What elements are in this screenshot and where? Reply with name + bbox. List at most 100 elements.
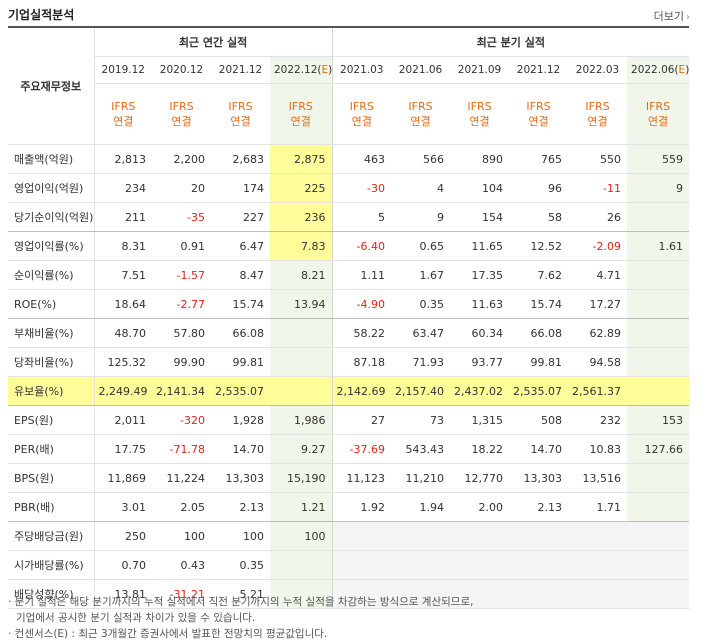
value-cell: [627, 289, 690, 319]
table-row: 당좌비율(%) 125.32 99.90 99.81 87.18 71.93 93.77 99…: [8, 347, 690, 377]
value-cell: 227: [211, 202, 270, 232]
basis-scope: 연결: [290, 115, 311, 128]
accounting-basis: IFRS 연결: [509, 83, 569, 145]
value-cell: 508: [509, 405, 569, 435]
more-link[interactable]: 더보기 ›: [654, 8, 690, 24]
more-label: 더보기: [653, 10, 684, 23]
value-cell: 11,123: [332, 463, 392, 493]
value-cell: [332, 521, 392, 551]
value-cell: 66.08: [509, 318, 569, 348]
value-cell: 0.70: [94, 550, 152, 580]
period-header: 2021.03: [332, 56, 392, 84]
value-cell: 20: [152, 173, 211, 203]
value-cell: 14.70: [211, 434, 270, 464]
value-cell: -4.90: [332, 289, 392, 319]
footnote-3: · 컨센서스(E) : 최근 3개월간 증권사에서 발표한 전망치의 평균값입니…: [8, 628, 328, 640]
value-cell: 2,200: [152, 144, 211, 174]
financial-table: 주요재무정보 최근 연간 실적 최근 분기 실적 2019.12 2020.12 2…: [8, 26, 690, 609]
value-cell: 7.83: [270, 231, 333, 261]
value-cell: 99.81: [509, 347, 569, 377]
value-cell: 2,535.07: [211, 376, 270, 406]
row-label: EPS(원): [8, 405, 95, 435]
value-cell: 4.71: [568, 260, 628, 290]
value-cell: 1.92: [332, 492, 392, 522]
value-cell: 104: [450, 173, 510, 203]
value-cell: 8.21: [270, 260, 333, 290]
value-cell: [509, 521, 569, 551]
row-label: 주당배당금(원): [8, 521, 95, 551]
row-label: 시가배당률(%): [8, 550, 95, 580]
basis-scope: 연결: [587, 115, 608, 128]
value-cell: [270, 579, 333, 609]
value-cell: 250: [94, 521, 152, 551]
value-cell: 2.00: [450, 492, 510, 522]
table-row: EPS(원) 2,011 -320 1,928 1,986 27 73 1,315 508 232…: [8, 405, 690, 435]
basis-scope: 연결: [113, 115, 134, 128]
value-cell: 2,142.69: [332, 376, 392, 406]
basis-scope: 연결: [230, 115, 251, 128]
value-cell: [270, 376, 333, 406]
value-cell: [391, 579, 451, 609]
value-cell: 15.74: [509, 289, 569, 319]
value-cell: [270, 550, 333, 580]
value-cell: 94.58: [568, 347, 628, 377]
value-cell: 11.65: [450, 231, 510, 261]
value-cell: 14.70: [509, 434, 569, 464]
value-cell: -71.78: [152, 434, 211, 464]
value-cell: -320: [152, 405, 211, 435]
row-label: ROE(%): [8, 289, 95, 319]
table-row: 매출액(억원) 2,813 2,200 2,683 2,875 463 566 890 765 5…: [8, 144, 690, 174]
value-cell: 99.81: [211, 347, 270, 377]
row-label: BPS(원): [8, 463, 95, 493]
value-cell: 2,157.40: [391, 376, 451, 406]
value-cell: 18.22: [450, 434, 510, 464]
value-cell: 5: [332, 202, 392, 232]
value-cell: 5.21: [211, 579, 270, 609]
value-cell: 559: [627, 144, 690, 174]
row-label: 영업이익(억원): [8, 173, 95, 203]
value-cell: 93.77: [450, 347, 510, 377]
value-cell: 1,315: [450, 405, 510, 435]
accounting-basis: IFRS 연결: [270, 83, 333, 145]
value-cell: 550: [568, 144, 628, 174]
period-header-estimate: 2022.12(E): [270, 56, 333, 84]
row-label: PBR(배): [8, 492, 95, 522]
value-cell: 15,190: [270, 463, 333, 493]
value-cell: 57.80: [152, 318, 211, 348]
basis-standard: IFRS: [585, 100, 610, 113]
value-cell: 2,437.02: [450, 376, 510, 406]
basis-standard: IFRS: [526, 100, 551, 113]
basis-standard: IFRS: [288, 100, 313, 113]
value-cell: [332, 550, 392, 580]
value-cell: 60.34: [450, 318, 510, 348]
value-cell: 2.05: [152, 492, 211, 522]
value-cell: 13.81: [94, 579, 152, 609]
value-cell: 1.71: [568, 492, 628, 522]
basis-standard: IFRS: [228, 100, 253, 113]
value-cell: 1.94: [391, 492, 451, 522]
value-cell: -11: [568, 173, 628, 203]
value-cell: 13,303: [509, 463, 569, 493]
value-cell: 66.08: [211, 318, 270, 348]
accounting-basis: IFRS 연결: [391, 83, 451, 145]
basis-scope: 연결: [171, 115, 192, 128]
value-cell: 0.65: [391, 231, 451, 261]
annual-group-header: 최근 연간 실적: [94, 26, 333, 57]
table-row: 영업이익(억원) 234 20 174 225 -30 4 104 96 -11 9: [8, 173, 690, 203]
value-cell: 63.47: [391, 318, 451, 348]
table-row: PER(배) 17.75 -71.78 14.70 9.27 -37.69 543.43 18…: [8, 434, 690, 464]
basis-scope: 연결: [528, 115, 549, 128]
basis-standard: IFRS: [408, 100, 433, 113]
accounting-basis: IFRS 연결: [627, 83, 690, 145]
table-row: 배당성향(%) 13.81 -31.21 5.21: [8, 579, 690, 609]
value-cell: 1.11: [332, 260, 392, 290]
value-cell: 10.83: [568, 434, 628, 464]
basis-scope: 연결: [469, 115, 490, 128]
table-row: BPS(원) 11,869 11,224 13,303 15,190 11,123 11,2…: [8, 463, 690, 493]
value-cell: 3.01: [94, 492, 152, 522]
value-cell: 73: [391, 405, 451, 435]
value-cell: 2,561.37: [568, 376, 628, 406]
value-cell: [627, 550, 690, 580]
value-cell: 127.66: [627, 434, 690, 464]
row-label: 부채비율(%): [8, 318, 95, 348]
